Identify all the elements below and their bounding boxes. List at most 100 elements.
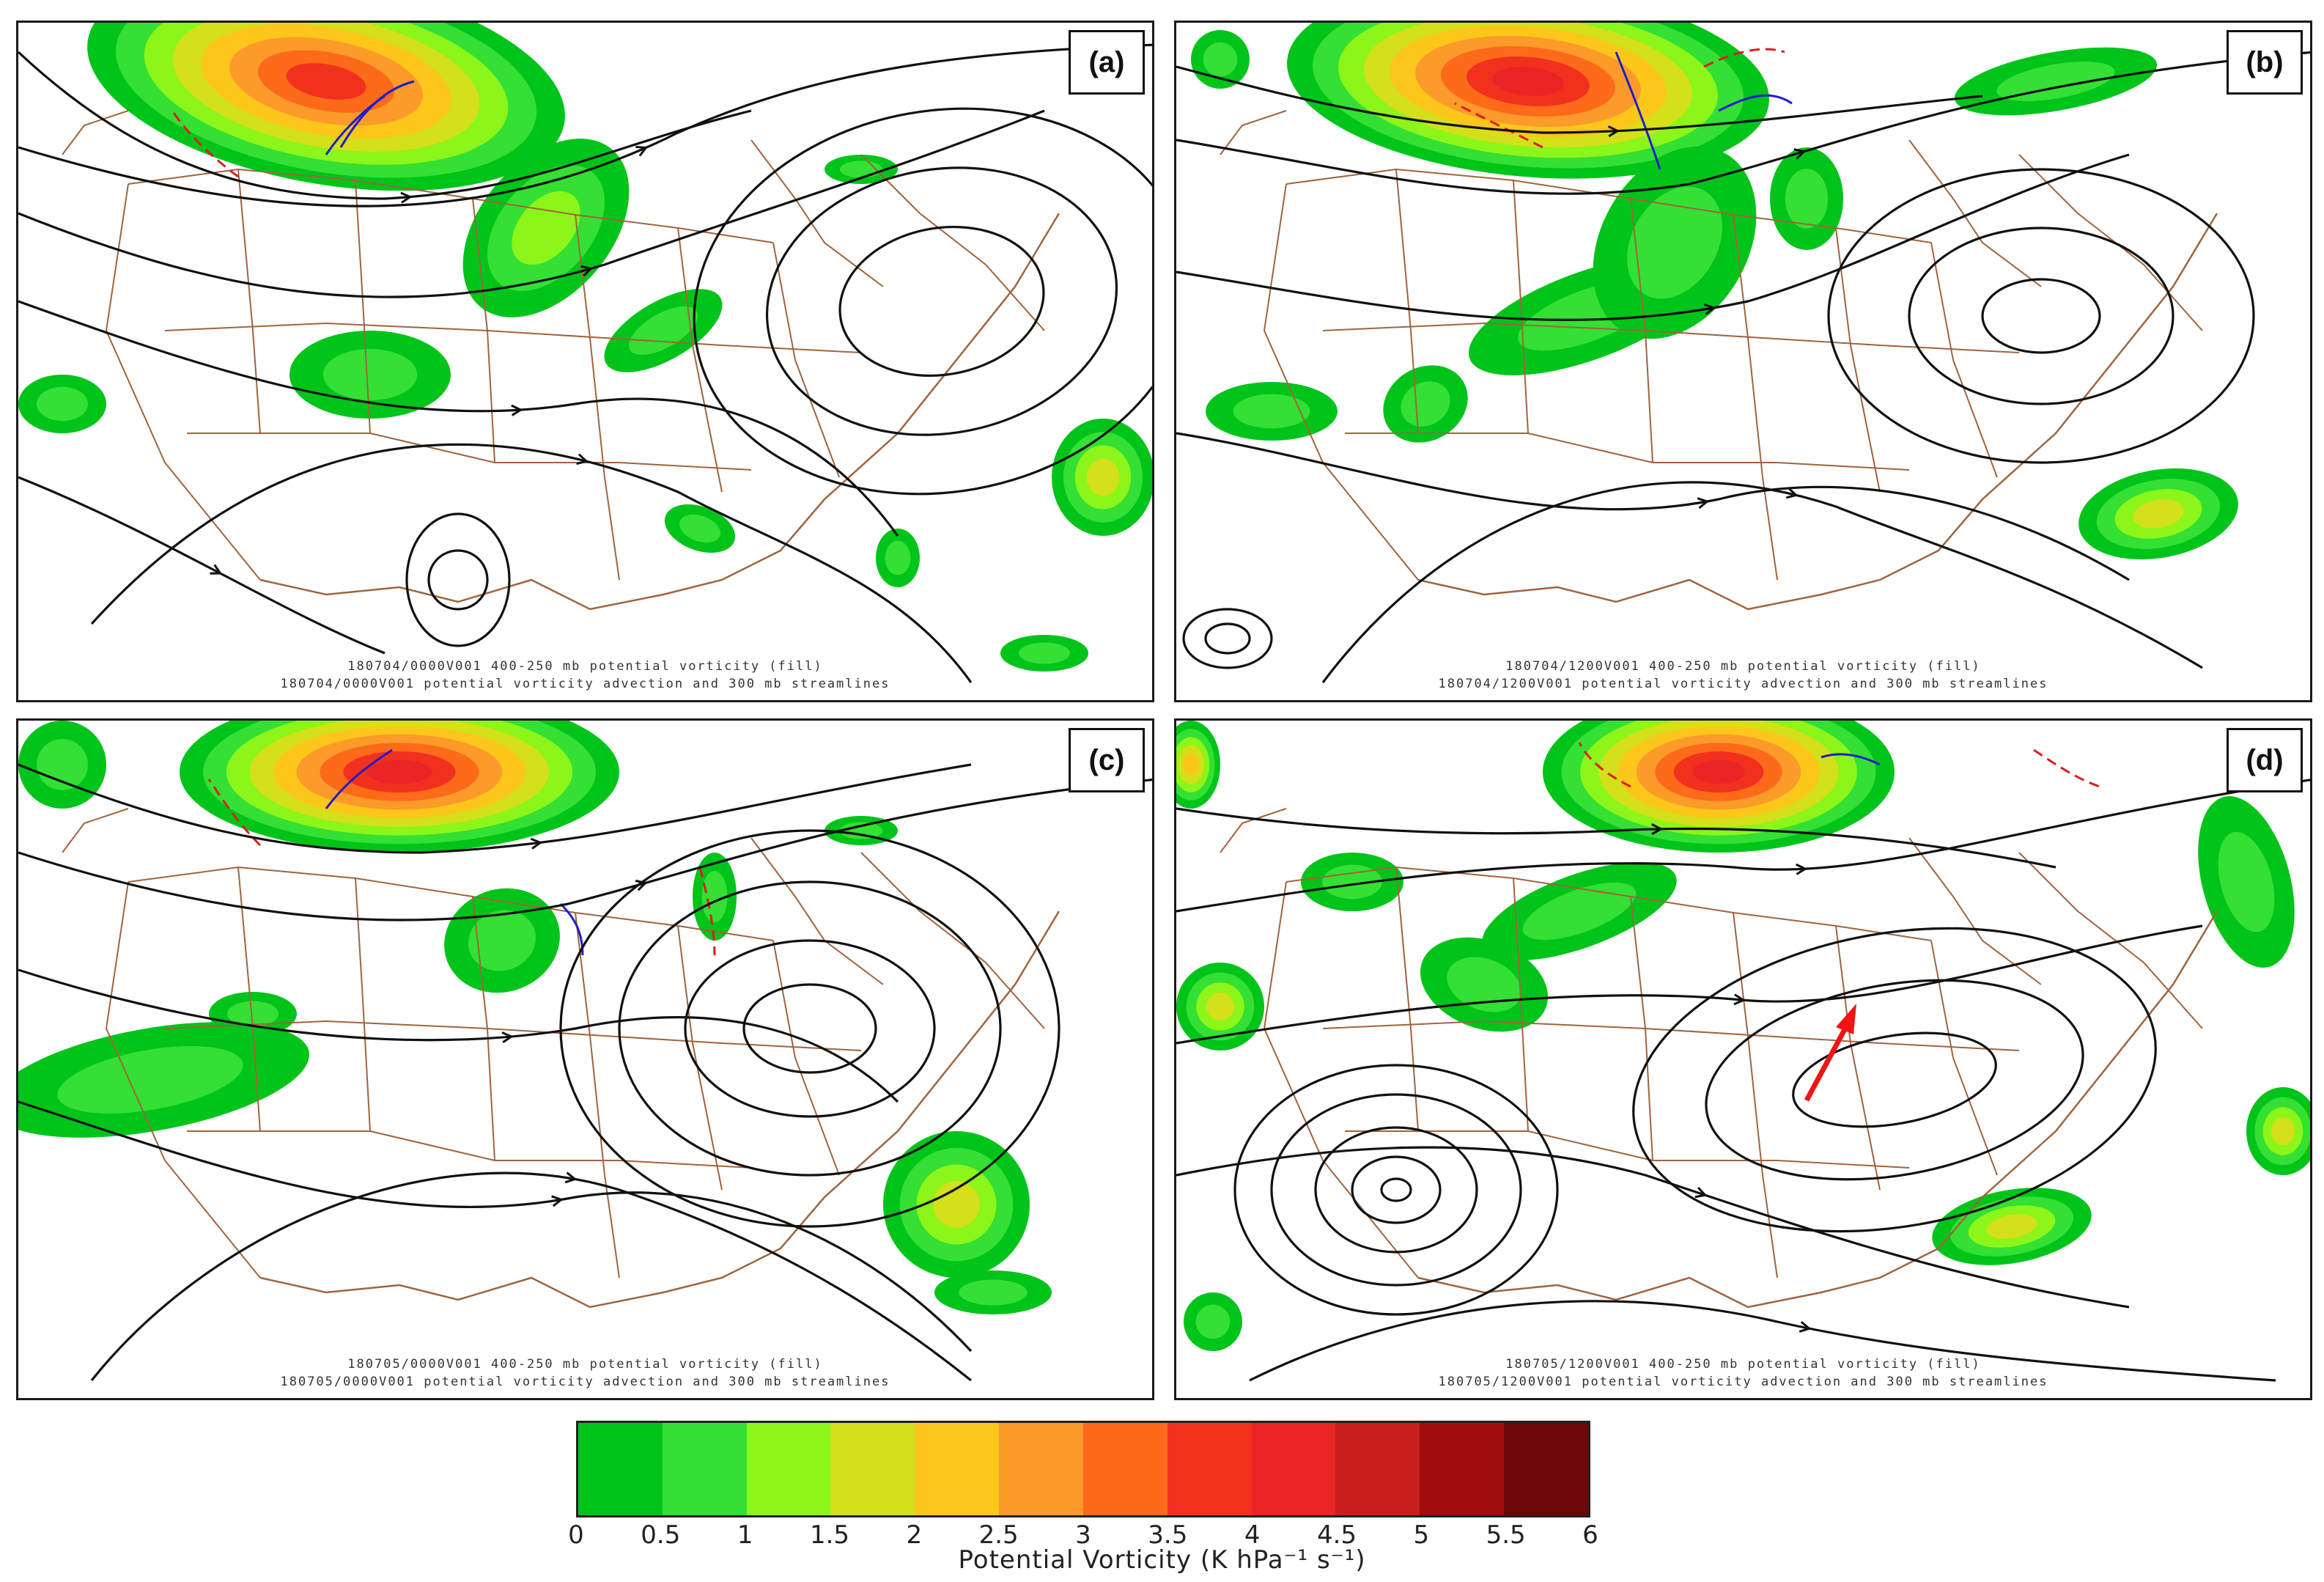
state-border: [1263, 183, 1419, 581]
map-canvas-a: [18, 23, 1152, 683]
state-border: [1345, 1130, 1910, 1169]
colorbar-swatch-0: [578, 1423, 663, 1515]
state-border: [1908, 139, 2042, 287]
pv-advection-contour-negative: [1454, 102, 1543, 149]
state-border: [1835, 925, 1881, 1191]
pv-region: [1627, 186, 1722, 299]
streamline: [90, 1171, 972, 1382]
colorbar-swatch-8: [1251, 1423, 1336, 1515]
pv-region: [933, 1181, 980, 1228]
streamline-loop: [1182, 608, 1273, 669]
colorbar-tick-label: 1.5: [809, 1520, 850, 1550]
state-border: [1220, 808, 1287, 853]
streamline-loop: [693, 107, 1152, 496]
pv-region: [2133, 499, 2184, 529]
state-border: [62, 110, 129, 155]
state-border: [355, 180, 371, 434]
pv-region: [1203, 42, 1238, 77]
panel-caption-c-line1: 180705/0000V001 400-250 mb potential vor…: [347, 1357, 823, 1372]
streamline: [1249, 1300, 2276, 1382]
state-border: [237, 867, 261, 1132]
streamline-loop: [1380, 1177, 1412, 1202]
state-border: [860, 852, 1045, 1029]
streamline-loop: [1233, 1064, 1559, 1316]
coastline: [1417, 910, 2218, 1309]
pv-region: [322, 349, 418, 400]
streamline: [1176, 1146, 2130, 1309]
streamline-arrowhead: [210, 564, 223, 575]
state-border: [1322, 1020, 2020, 1051]
map-canvas-c: [18, 721, 1152, 1382]
pv-region: [679, 514, 721, 543]
pv-region: [2271, 1116, 2295, 1146]
state-border: [2018, 852, 2203, 1029]
state-border: [164, 322, 862, 353]
streamline-loop: [838, 225, 1045, 378]
pv-advection-contour-positive: [1821, 753, 1881, 766]
coastline: [1417, 213, 2218, 611]
streamline: [90, 443, 973, 683]
state-border: [1733, 214, 1778, 581]
state-border: [772, 242, 840, 478]
pv-region: [1195, 1304, 1231, 1339]
pv-region: [839, 822, 883, 839]
state-border: [1908, 837, 2042, 985]
state-border: [677, 925, 723, 1191]
colorbar-swatch-11: [1504, 1423, 1588, 1515]
state-border: [750, 139, 884, 287]
streamline-arrowhead: [580, 265, 594, 277]
streamline-arrowhead: [1793, 148, 1807, 160]
panel-caption-b-line1: 180704/1200V001 400-250 mb potential vor…: [1505, 659, 1981, 674]
streamline: [18, 763, 972, 854]
state-border: [187, 433, 752, 471]
streamline-arrowhead: [1651, 823, 1664, 836]
pv-region: [1986, 1214, 2037, 1239]
state-border: [750, 837, 884, 985]
pv-region: [1447, 957, 1521, 1012]
state-border: [1220, 110, 1287, 155]
pv-region: [1492, 67, 1564, 96]
pv-advection-contour-negative: [171, 110, 239, 178]
streamline-arrowhead: [1733, 993, 1746, 1006]
state-border: [575, 912, 620, 1279]
pv-region: [1692, 759, 1745, 784]
state-border: [772, 940, 840, 1176]
streamline: [1176, 65, 1983, 134]
state-border: [677, 227, 723, 493]
state-border: [105, 881, 261, 1279]
map-panel-d: (d) 180705/1200V001 400-250 mb potential…: [1174, 718, 2312, 1400]
panel-caption-d-line2: 180705/1200V001 potential vorticity adve…: [1438, 1375, 2048, 1389]
streamline-arrowhead: [1703, 303, 1716, 315]
streamline-loop: [742, 983, 877, 1074]
state-border: [1263, 881, 1419, 1279]
pv-colorbar: [576, 1421, 1590, 1517]
colorbar-swatch-3: [830, 1423, 915, 1515]
colorbar-swatch-7: [1167, 1423, 1252, 1515]
panel-caption-a-line2: 180704/0000V001 potential vorticity adve…: [280, 677, 890, 691]
streamline: [1321, 481, 2203, 683]
coastline: [259, 213, 1060, 611]
streamline-arrowhead: [576, 453, 589, 466]
state-border: [355, 878, 371, 1132]
panel-label-d: (d): [2227, 728, 2303, 792]
coastline: [259, 910, 1060, 1309]
panel-label-a: (a): [1069, 30, 1145, 95]
pv-region: [468, 910, 536, 971]
state-border: [237, 169, 261, 434]
colorbar-tick-label: 3.5: [1148, 1520, 1188, 1550]
state-border: [860, 154, 1045, 331]
annotation-arrow: [1804, 1020, 1852, 1102]
colorbar-tick-label: 4.5: [1316, 1520, 1357, 1550]
streamline-loop: [1314, 1126, 1478, 1254]
pv-region: [512, 191, 580, 265]
state-border: [1322, 322, 2020, 353]
colorbar-swatch-4: [915, 1423, 1000, 1515]
pv-region: [37, 386, 88, 422]
streamline-arrowhead: [530, 837, 543, 850]
streamline-loop: [765, 166, 1118, 436]
streamline-loop: [1351, 1155, 1442, 1224]
pv-colorbar-ticks: 0 0.5 1 1.5 2 2.5 3 3.5 4 4.5 5 5.5 6: [568, 1520, 1598, 1550]
streamline: [1176, 153, 2130, 321]
state-border: [1733, 912, 1778, 1279]
colorbar-swatch-6: [1082, 1423, 1167, 1515]
